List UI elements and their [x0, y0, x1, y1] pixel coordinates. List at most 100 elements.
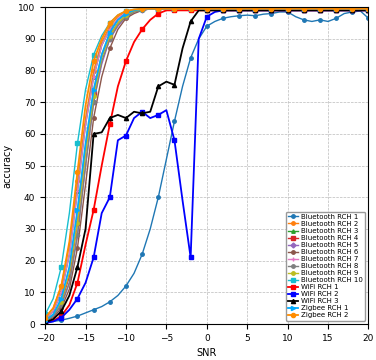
Bluetooth RCH 2: [140, 6, 144, 11]
Bluetooth RCH 5: [43, 319, 47, 323]
Bluetooth RCH 5: [59, 303, 64, 307]
Bluetooth RCH 4: [124, 13, 128, 17]
Bluetooth RCH 8: [277, 6, 282, 11]
Zigbee RCH 1: [180, 6, 185, 11]
Bluetooth RCH 7: [188, 6, 193, 11]
WiFi RCH 2: [326, 8, 331, 13]
Bluetooth RCH 3: [180, 6, 185, 11]
WiFi RCH 1: [245, 8, 250, 13]
Bluetooth RCH 5: [180, 6, 185, 11]
Bluetooth RCH 7: [342, 6, 347, 11]
Bluetooth RCH 10: [213, 6, 217, 11]
WiFi RCH 1: [140, 27, 144, 32]
Bluetooth RCH 3: [43, 317, 47, 321]
Bluetooth RCH 3: [326, 6, 331, 11]
Bluetooth RCH 9: [188, 6, 193, 11]
Bluetooth RCH 2: [294, 6, 298, 11]
Bluetooth RCH 2: [221, 6, 225, 11]
Bluetooth RCH 6: [172, 6, 177, 11]
Bluetooth RCH 3: [366, 6, 371, 11]
Bluetooth RCH 3: [172, 6, 177, 11]
Zigbee RCH 1: [277, 6, 282, 11]
WiFi RCH 3: [43, 320, 47, 325]
WiFi RCH 3: [229, 8, 233, 13]
Bluetooth RCH 5: [277, 6, 282, 11]
Bluetooth RCH 5: [91, 100, 96, 104]
Bluetooth RCH 5: [358, 6, 363, 11]
Bluetooth RCH 5: [140, 8, 144, 13]
Bluetooth RCH 6: [91, 116, 96, 120]
WiFi RCH 1: [43, 320, 47, 325]
Bluetooth RCH 6: [229, 6, 233, 11]
Bluetooth RCH 10: [245, 6, 250, 11]
Bluetooth RCH 1: [221, 16, 225, 21]
Bluetooth RCH 10: [148, 6, 153, 11]
Zigbee RCH 2: [310, 6, 314, 11]
Zigbee RCH 2: [221, 6, 225, 11]
Bluetooth RCH 5: [213, 6, 217, 11]
Bluetooth RCH 3: [310, 6, 314, 11]
Bluetooth RCH 8: [43, 319, 47, 323]
Bluetooth RCH 10: [294, 6, 298, 11]
Line: WiFi RCH 3: WiFi RCH 3: [43, 8, 371, 324]
WiFi RCH 3: [59, 309, 64, 314]
Zigbee RCH 1: [326, 6, 331, 11]
Bluetooth RCH 5: [124, 14, 128, 19]
Zigbee RCH 2: [67, 239, 71, 244]
Bluetooth RCH 7: [164, 6, 168, 11]
Bluetooth RCH 8: [132, 10, 136, 14]
Bluetooth RCH 7: [302, 6, 306, 11]
WiFi RCH 3: [99, 130, 104, 135]
WiFi RCH 3: [172, 83, 177, 87]
Bluetooth RCH 3: [83, 122, 88, 127]
Bluetooth RCH 1: [277, 10, 282, 14]
Bluetooth RCH 5: [302, 6, 306, 11]
WiFi RCH 2: [83, 281, 88, 285]
Zigbee RCH 1: [83, 141, 88, 145]
Bluetooth RCH 8: [318, 6, 322, 11]
Bluetooth RCH 2: [164, 6, 168, 11]
WiFi RCH 2: [237, 8, 241, 13]
WiFi RCH 1: [164, 8, 168, 13]
Bluetooth RCH 4: [188, 6, 193, 11]
Bluetooth RCH 6: [334, 6, 338, 11]
WiFi RCH 2: [115, 138, 120, 143]
Bluetooth RCH 10: [358, 6, 363, 11]
Bluetooth RCH 5: [205, 6, 209, 11]
Bluetooth RCH 5: [269, 6, 274, 11]
Bluetooth RCH 2: [366, 6, 371, 11]
Bluetooth RCH 10: [59, 265, 64, 269]
Bluetooth RCH 6: [221, 6, 225, 11]
Bluetooth RCH 6: [358, 6, 363, 11]
Bluetooth RCH 8: [180, 6, 185, 11]
Bluetooth RCH 6: [310, 6, 314, 11]
Bluetooth RCH 1: [156, 195, 161, 199]
Bluetooth RCH 3: [108, 27, 112, 32]
Line: Bluetooth RCH 10: Bluetooth RCH 10: [43, 7, 370, 316]
Bluetooth RCH 9: [108, 33, 112, 38]
Zigbee RCH 2: [366, 6, 371, 11]
Bluetooth RCH 1: [196, 37, 201, 41]
Zigbee RCH 1: [366, 6, 371, 11]
WiFi RCH 2: [358, 8, 363, 13]
WiFi RCH 3: [124, 116, 128, 120]
Bluetooth RCH 9: [180, 6, 185, 11]
Bluetooth RCH 8: [67, 281, 71, 285]
Bluetooth RCH 9: [358, 6, 363, 11]
Bluetooth RCH 10: [75, 141, 80, 145]
Bluetooth RCH 2: [318, 6, 322, 11]
Bluetooth RCH 9: [205, 6, 209, 11]
Bluetooth RCH 9: [261, 6, 266, 11]
WiFi RCH 1: [342, 8, 347, 13]
Bluetooth RCH 5: [237, 6, 241, 11]
Bluetooth RCH 7: [294, 6, 298, 11]
Bluetooth RCH 9: [51, 312, 55, 317]
Bluetooth RCH 5: [245, 6, 250, 11]
Zigbee RCH 2: [269, 6, 274, 11]
Bluetooth RCH 3: [302, 6, 306, 11]
Bluetooth RCH 1: [43, 320, 47, 325]
Bluetooth RCH 6: [245, 6, 250, 11]
Bluetooth RCH 2: [51, 306, 55, 310]
Bluetooth RCH 9: [140, 7, 144, 12]
Zigbee RCH 2: [253, 6, 258, 11]
